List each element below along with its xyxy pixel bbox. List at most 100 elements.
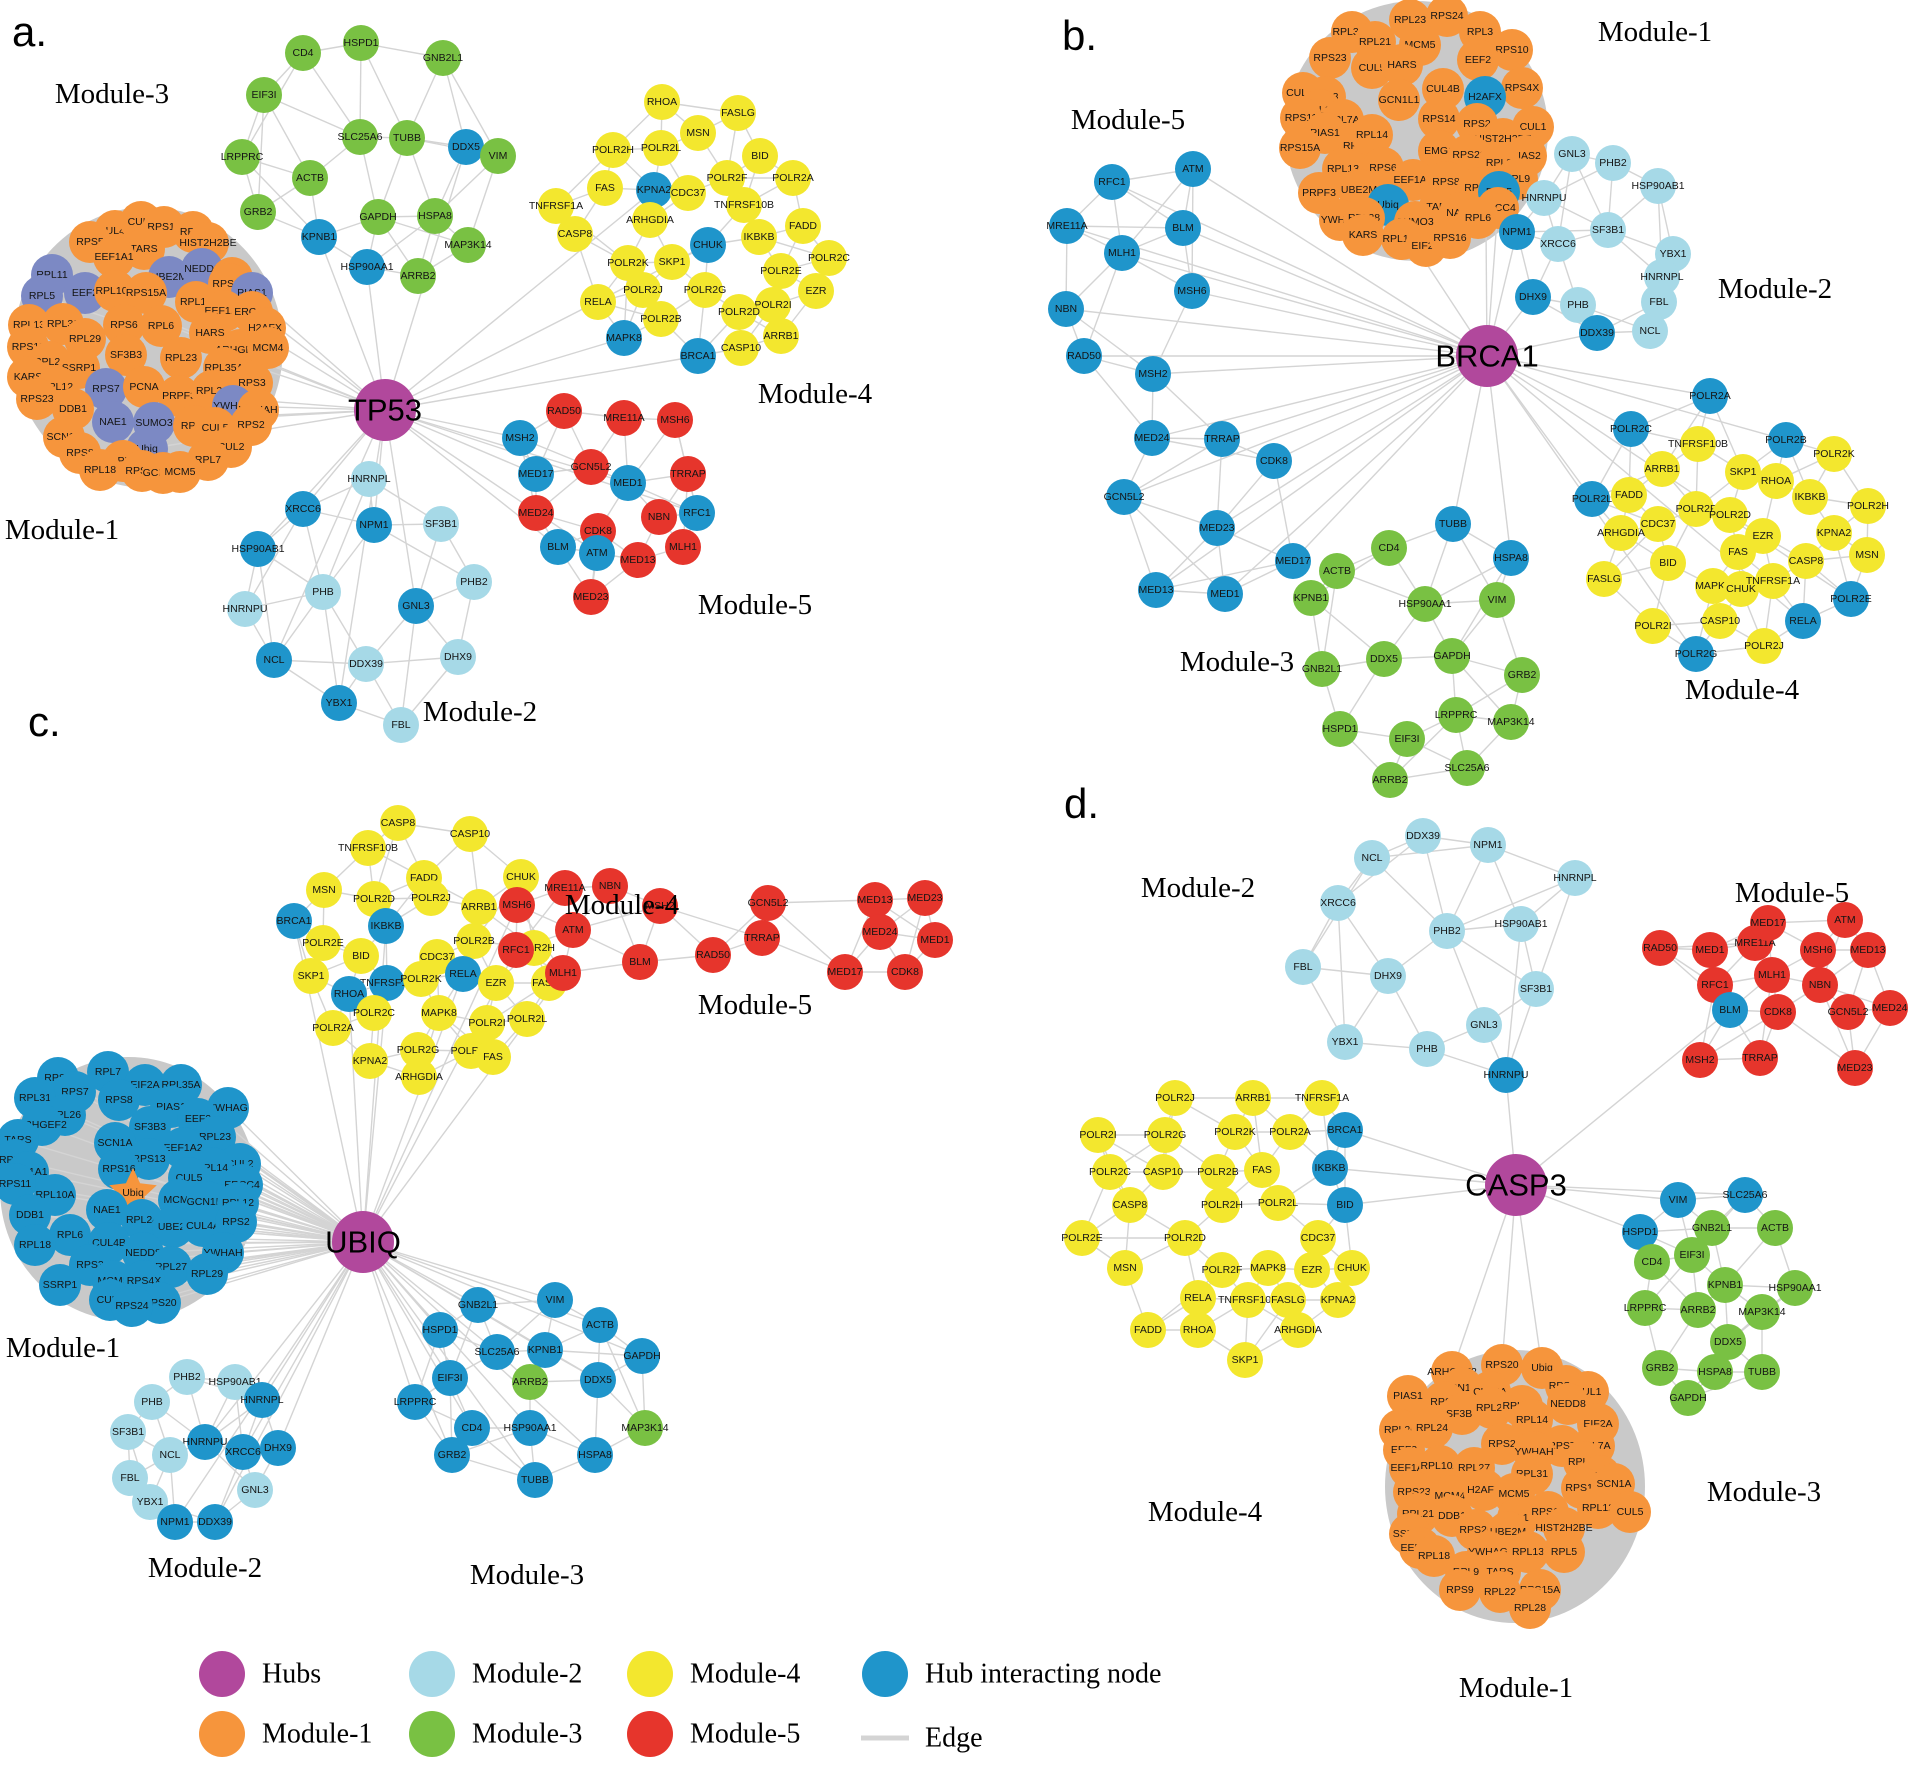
svg-text:MCM5: MCM5 xyxy=(1499,1488,1530,1500)
svg-text:MSN: MSN xyxy=(1113,1262,1136,1274)
svg-text:DDX39: DDX39 xyxy=(349,658,383,670)
svg-text:RHOA: RHOA xyxy=(1183,1324,1213,1336)
node-EEF2: EEF2 xyxy=(1457,39,1499,81)
svg-text:POLR2B: POLR2B xyxy=(453,935,494,947)
svg-text:MED23: MED23 xyxy=(907,892,942,904)
node-TRRAP: TRRAP xyxy=(1204,421,1240,457)
node-ARRB1: ARRB1 xyxy=(1235,1080,1271,1116)
node-HSPD1: HSPD1 xyxy=(1322,711,1358,747)
node-SF3B1: SF3B1 xyxy=(110,1414,146,1450)
node-GCN5L2: GCN5L2 xyxy=(748,885,789,921)
svg-text:MLH1: MLH1 xyxy=(669,541,697,553)
svg-text:HSP90AA1: HSP90AA1 xyxy=(1398,598,1451,610)
svg-text:PRPF3: PRPF3 xyxy=(162,390,196,402)
svg-text:TARS: TARS xyxy=(130,243,157,255)
module-label-module-2: Module-2 xyxy=(1141,872,1255,904)
svg-text:RPL6: RPL6 xyxy=(148,320,174,332)
svg-text:HARS: HARS xyxy=(195,327,224,339)
node-POLR2C: POLR2C xyxy=(353,995,395,1031)
svg-text:DDB1: DDB1 xyxy=(16,1209,44,1221)
svg-text:POLR2I: POLR2I xyxy=(1079,1129,1116,1141)
svg-text:LRPPRC: LRPPRC xyxy=(221,151,264,163)
node-MAP3K14: MAP3K14 xyxy=(621,1410,669,1446)
svg-text:MRE11A: MRE11A xyxy=(1046,220,1087,232)
svg-text:SKP1: SKP1 xyxy=(1730,466,1757,478)
svg-text:PHB2: PHB2 xyxy=(1599,157,1627,169)
node-MSH2: MSH2 xyxy=(642,888,678,924)
svg-text:HSP90AA1: HSP90AA1 xyxy=(1768,1282,1821,1294)
svg-text:TNFRSF10B: TNFRSF10B xyxy=(1668,438,1728,450)
panel-letter: c. xyxy=(28,698,61,745)
svg-text:GNL3: GNL3 xyxy=(1558,148,1586,160)
svg-text:MAPK8: MAPK8 xyxy=(1250,1262,1286,1274)
svg-text:KARS: KARS xyxy=(1349,229,1378,241)
node-HSP90AA1: HSP90AA1 xyxy=(1398,586,1452,622)
node-BLM: BLM xyxy=(1165,210,1201,246)
svg-text:PHB2: PHB2 xyxy=(1433,925,1461,937)
node-ARRB1: ARRB1 xyxy=(763,318,799,354)
node-TRRAP: TRRAP xyxy=(670,456,706,492)
module-label-module-5: Module-5 xyxy=(1735,877,1849,909)
node-CASP10: CASP10 xyxy=(721,330,761,366)
node-SSRP1: SSRP1 xyxy=(39,1264,81,1306)
node-CHUK: CHUK xyxy=(1723,571,1759,607)
svg-text:BRCA1: BRCA1 xyxy=(276,915,311,927)
node-SF3B1: SF3B1 xyxy=(1518,971,1554,1007)
module-label-module-2: Module-2 xyxy=(423,696,537,728)
svg-text:YBX1: YBX1 xyxy=(326,697,353,709)
module-label-module-3: Module-3 xyxy=(1180,646,1294,678)
svg-text:RPS23: RPS23 xyxy=(20,393,53,405)
node-DDX39: DDX39 xyxy=(1405,818,1441,854)
node-CDK8: CDK8 xyxy=(1760,994,1796,1030)
node-RAD50: RAD50 xyxy=(695,937,731,973)
svg-text:RPL27: RPL27 xyxy=(155,1261,187,1273)
node-EIF3I: EIF3I xyxy=(1389,721,1425,757)
svg-text:BID: BID xyxy=(751,150,769,162)
svg-text:RPS3: RPS3 xyxy=(238,377,266,389)
node-CASP8: CASP8 xyxy=(380,805,416,841)
node-RFC1: RFC1 xyxy=(498,932,534,968)
svg-text:MED1: MED1 xyxy=(1210,588,1239,600)
svg-text:GCN5L2: GCN5L2 xyxy=(571,461,612,473)
svg-text:NBN: NBN xyxy=(1809,979,1831,991)
node-POLR2E: POLR2E xyxy=(1061,1220,1103,1256)
node-SLC25A6: SLC25A6 xyxy=(1723,1177,1768,1213)
svg-text:NBN: NBN xyxy=(1055,303,1077,315)
svg-text:POLR2K: POLR2K xyxy=(1214,1126,1255,1138)
legend-item-hub-interacting-node: Hub interacting node xyxy=(862,1651,1161,1697)
svg-text:RAD50: RAD50 xyxy=(1643,942,1677,954)
node-ATM: ATM xyxy=(1827,902,1863,938)
svg-text:NBN: NBN xyxy=(599,880,621,892)
node-SLC25A6: SLC25A6 xyxy=(475,1334,520,1370)
svg-text:GNB2L1: GNB2L1 xyxy=(1302,663,1342,675)
node-TUBB: TUBB xyxy=(1435,506,1471,542)
svg-text:SLC25A6: SLC25A6 xyxy=(475,1346,520,1358)
module-label-module-4: Module-4 xyxy=(1685,674,1800,706)
node-MAPK8: MAPK8 xyxy=(1695,568,1731,604)
svg-text:LRPPRC: LRPPRC xyxy=(1624,1302,1667,1314)
node-CD4: CD4 xyxy=(454,1410,490,1446)
svg-text:MRE11A: MRE11A xyxy=(603,412,644,424)
node-MED1: MED1 xyxy=(1692,932,1728,968)
svg-text:TNFRSF10B: TNFRSF10B xyxy=(1218,1294,1278,1306)
node-DDX39: DDX39 xyxy=(348,646,384,682)
node-DDX5: DDX5 xyxy=(1366,641,1402,677)
node-SF3B3: SF3B3 xyxy=(129,1106,171,1148)
node-IKBKB: IKBKB xyxy=(368,908,404,944)
node-TRRAP: TRRAP xyxy=(744,920,780,956)
node-RPL23: RPL23 xyxy=(194,1116,236,1158)
svg-text:POLR2J: POLR2J xyxy=(1155,1092,1195,1104)
svg-text:SSRP1: SSRP1 xyxy=(43,1279,78,1291)
svg-text:POLR2G: POLR2G xyxy=(397,1044,440,1056)
svg-text:PHB: PHB xyxy=(141,1396,163,1408)
node-LRPPRC: LRPPRC xyxy=(1435,697,1478,733)
svg-text:MED17: MED17 xyxy=(1275,555,1310,567)
node-GRB2: GRB2 xyxy=(1504,657,1540,693)
node-MSH6: MSH6 xyxy=(1800,932,1836,968)
svg-text:EZR: EZR xyxy=(806,285,827,297)
svg-text:GNB2L1: GNB2L1 xyxy=(423,52,463,64)
svg-text:POLR2B: POLR2B xyxy=(640,313,681,325)
node-BID: BID xyxy=(742,138,778,174)
svg-text:PRPF3: PRPF3 xyxy=(1302,187,1336,199)
node-BID: BID xyxy=(1650,545,1686,581)
